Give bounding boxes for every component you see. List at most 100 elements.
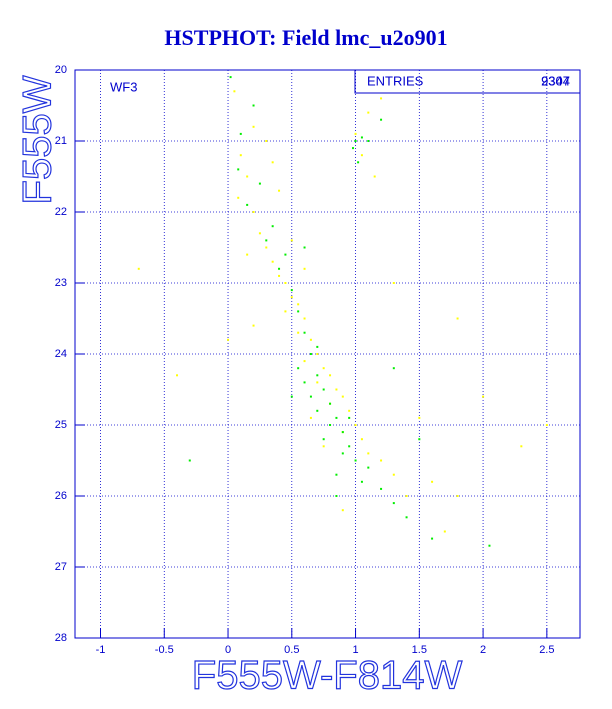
- x-tick-label: -1: [96, 644, 106, 656]
- data-point: [322, 445, 325, 448]
- data-point: [352, 147, 355, 150]
- data-point: [443, 530, 446, 533]
- data-point: [341, 509, 344, 512]
- data-point: [297, 367, 300, 370]
- data-point: [278, 267, 281, 270]
- data-point: [290, 289, 293, 292]
- y-tick-label: 23: [55, 277, 67, 289]
- data-point: [456, 317, 459, 320]
- data-point: [258, 232, 261, 235]
- data-point: [392, 473, 395, 476]
- data-point: [278, 189, 281, 192]
- data-point: [233, 90, 236, 93]
- data-point: [329, 402, 332, 405]
- data-point: [380, 487, 383, 490]
- data-point: [329, 374, 332, 377]
- data-point: [354, 424, 357, 426]
- data-point: [265, 239, 268, 242]
- data-point: [348, 416, 351, 419]
- chart-title: HSTPHOT: Field lmc_u2o901: [164, 25, 447, 50]
- data-point: [322, 438, 325, 441]
- data-point: [309, 416, 312, 419]
- data-point: [380, 97, 383, 100]
- x-tick-label: 0.5: [284, 644, 299, 656]
- data-point: [303, 381, 306, 384]
- data-point: [316, 409, 319, 412]
- data-point: [488, 544, 491, 547]
- data-point: [360, 480, 363, 483]
- x-tick-label: 2.5: [539, 644, 554, 656]
- data-point: [405, 516, 408, 519]
- data-point: [271, 260, 274, 263]
- data-point: [303, 246, 306, 249]
- data-point: [354, 459, 357, 462]
- y-tick-label: 22: [55, 206, 67, 218]
- data-point: [367, 140, 370, 142]
- data-point: [348, 445, 351, 448]
- data-point: [335, 495, 338, 497]
- data-point: [258, 182, 261, 185]
- data-point: [252, 324, 255, 327]
- data-point: [354, 140, 357, 142]
- y-tick-label: 28: [55, 632, 67, 644]
- data-point: [335, 416, 338, 419]
- data-point: [252, 104, 255, 107]
- data-point: [354, 132, 357, 135]
- data-point: [290, 296, 293, 299]
- stats-box: [354, 69, 581, 94]
- y-tick-label: 20: [55, 64, 67, 76]
- data-point: [278, 274, 281, 277]
- data-point: [309, 338, 312, 341]
- data-point: [237, 196, 240, 199]
- data-point: [418, 416, 421, 419]
- data-point: [322, 388, 325, 391]
- x-tick-label: 0: [225, 644, 231, 656]
- data-point: [297, 310, 300, 313]
- data-point: [316, 381, 319, 384]
- data-point: [380, 459, 383, 462]
- data-point: [431, 537, 434, 540]
- data-point: [271, 161, 274, 164]
- data-point: [271, 225, 274, 228]
- data-point: [392, 367, 395, 370]
- data-point: [373, 175, 376, 178]
- data-point: [316, 374, 319, 377]
- x-tick-label: -0.5: [155, 644, 174, 656]
- data-point: [360, 136, 363, 139]
- data-point: [367, 466, 370, 469]
- x-tick-label: 2: [480, 644, 486, 656]
- data-point: [290, 239, 293, 242]
- data-point: [252, 125, 255, 128]
- data-point: [348, 409, 351, 412]
- data-point: [252, 211, 255, 213]
- x-tick-label: 1: [352, 644, 358, 656]
- data-point: [341, 395, 344, 398]
- y-tick-label: 27: [55, 561, 67, 573]
- data-point: [303, 360, 306, 363]
- data-point: [239, 154, 242, 157]
- stats-value: 2304: [541, 73, 570, 88]
- data-point: [392, 502, 395, 505]
- data-point: [405, 495, 408, 497]
- data-point: [246, 175, 249, 178]
- y-tick-label: 26: [55, 490, 67, 502]
- x-tick-label: 1.5: [412, 644, 427, 656]
- data-point: [367, 111, 370, 114]
- data-point: [322, 367, 325, 370]
- data-point: [335, 388, 338, 391]
- stats-label: ENTRIES: [367, 73, 424, 88]
- data-point: [316, 353, 319, 355]
- panel-annotation: WF3: [110, 79, 137, 94]
- data-point: [297, 303, 300, 306]
- data-point: [360, 438, 363, 441]
- data-point: [265, 246, 268, 249]
- data-point: [303, 331, 306, 334]
- data-point: [418, 438, 421, 441]
- data-point: [309, 353, 312, 355]
- y-tick-label: 21: [55, 135, 67, 147]
- data-point: [341, 452, 344, 455]
- data-point: [392, 282, 395, 284]
- data-point: [335, 473, 338, 476]
